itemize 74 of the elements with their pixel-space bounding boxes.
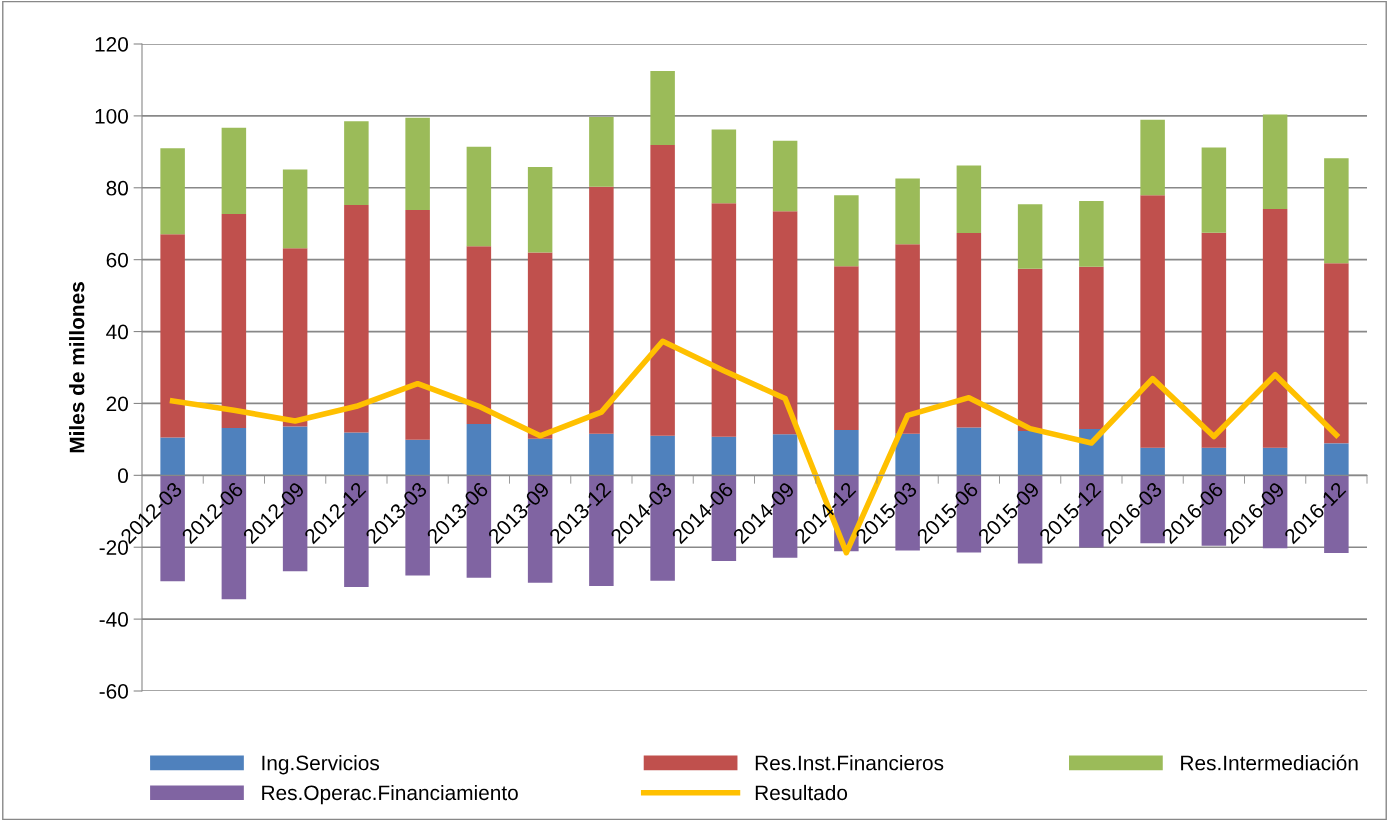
y-tick-label: 60 — [106, 252, 128, 268]
bar — [1324, 443, 1349, 476]
bar — [527, 252, 553, 439]
bar — [221, 127, 247, 215]
legend-label: Res.Operac.Financiamiento — [262, 784, 518, 805]
bar — [1201, 147, 1227, 233]
legend-label: Ing.Servicios — [262, 755, 380, 775]
bar — [1262, 114, 1288, 209]
y-axis-title: Miles de millones — [69, 282, 85, 453]
bar — [1017, 204, 1043, 269]
legend-label: Resultado — [755, 784, 848, 801]
bar — [1201, 447, 1227, 476]
bar — [466, 423, 492, 476]
bar — [711, 436, 737, 476]
y-tick-label: 0 — [118, 468, 128, 484]
bar — [772, 434, 798, 476]
bar — [1262, 447, 1288, 476]
bar — [589, 116, 614, 187]
bar — [282, 426, 308, 476]
bar — [772, 140, 798, 212]
bar — [527, 166, 553, 253]
bar — [956, 427, 982, 476]
bar — [405, 210, 430, 440]
bar — [221, 214, 247, 428]
bar — [895, 433, 920, 476]
bar — [527, 438, 553, 476]
bar — [1140, 119, 1165, 196]
bar — [1079, 201, 1104, 267]
bar — [956, 165, 982, 234]
bar — [650, 145, 675, 436]
bar — [772, 211, 798, 435]
bar — [895, 244, 920, 434]
bar — [650, 435, 675, 476]
y-tick-label: -40 — [99, 612, 128, 627]
bar — [1017, 431, 1043, 476]
bar — [344, 432, 369, 476]
bar — [1140, 195, 1165, 448]
y-tick-label: 80 — [106, 180, 128, 196]
bar — [589, 433, 614, 476]
bar — [344, 205, 369, 433]
bar — [589, 186, 614, 434]
bar — [221, 427, 247, 476]
bar — [1079, 266, 1104, 429]
bar — [895, 178, 920, 245]
bar — [711, 129, 737, 204]
legend-label: Res.Intermediación — [1181, 754, 1358, 771]
legend-label: Res.Inst.Financieros — [755, 755, 944, 771]
y-tick-label: 40 — [106, 324, 128, 340]
bar — [160, 148, 185, 235]
bar — [405, 439, 430, 476]
bar — [1201, 232, 1227, 448]
bar — [711, 203, 737, 437]
y-tick-label: -60 — [99, 684, 128, 699]
bar — [160, 234, 185, 438]
bar — [1262, 208, 1288, 448]
bar — [650, 70, 675, 145]
bar — [834, 266, 859, 431]
bar — [1140, 447, 1165, 476]
bar — [834, 430, 859, 476]
bar — [282, 169, 308, 249]
bar — [466, 246, 492, 424]
bar — [1324, 158, 1349, 264]
y-tick-label: 20 — [106, 396, 128, 412]
bar — [282, 248, 308, 427]
bar — [956, 233, 982, 428]
y-tick-label: 100 — [95, 108, 128, 124]
y-tick-label: 120 — [95, 37, 128, 52]
bar — [834, 195, 859, 267]
bar — [1017, 268, 1043, 432]
bar — [466, 146, 492, 247]
bar — [1324, 263, 1349, 444]
bar — [344, 121, 369, 206]
bar — [160, 437, 185, 476]
bar — [405, 117, 430, 211]
